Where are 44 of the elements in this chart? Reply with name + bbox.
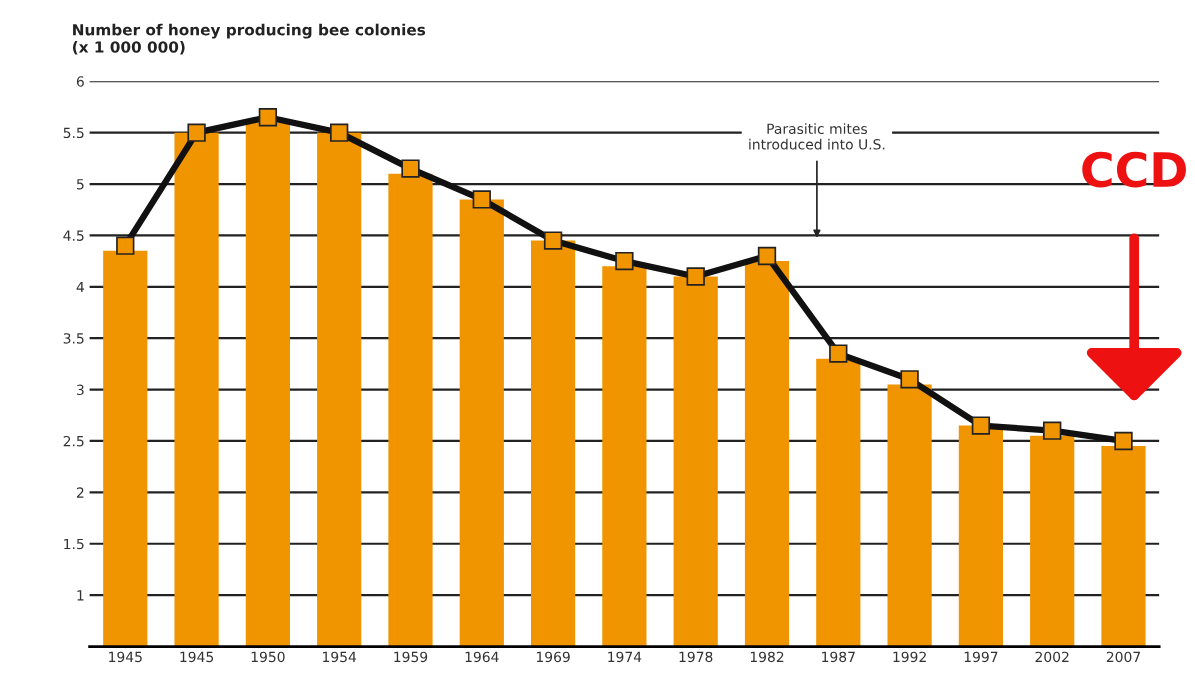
y-tick-label: 3 xyxy=(76,384,84,396)
y-tick-label: 5.5 xyxy=(63,127,84,139)
point xyxy=(615,251,634,271)
x-tick-label: 1978 xyxy=(679,651,713,663)
point xyxy=(543,231,563,250)
x-tick-label: 1950 xyxy=(251,651,285,663)
x-tick-label: 1997 xyxy=(964,651,998,663)
point xyxy=(401,159,420,178)
point xyxy=(757,246,777,266)
x-tick-label: 1974 xyxy=(608,651,642,663)
x-tick-label: 1969 xyxy=(536,651,570,663)
point xyxy=(900,370,919,389)
point xyxy=(330,123,349,142)
y-tick-label: 3.5 xyxy=(63,333,84,344)
point xyxy=(971,416,991,435)
x-tick-label: 1964 xyxy=(465,651,499,663)
y-axis-title: Number of honey producing bee colonies (x 1 000 000) xyxy=(73,23,426,55)
y-tick-label: 4 xyxy=(76,281,84,293)
y-tick-label: 4.5 xyxy=(63,230,84,241)
x-tick-label: 2002 xyxy=(1035,651,1069,663)
annotation: CCD xyxy=(1082,151,1186,188)
point xyxy=(1043,421,1062,440)
y-tick-label: 1 xyxy=(77,590,84,601)
point xyxy=(472,190,491,209)
x-tick-label: 1954 xyxy=(323,651,357,663)
point xyxy=(258,108,278,127)
x-tick-label: 1982 xyxy=(750,651,784,663)
point xyxy=(829,344,848,363)
x-tick-label: 1945 xyxy=(180,651,214,663)
x-tick-label: 2007 xyxy=(1106,651,1140,663)
y-tick-label: 2.5 xyxy=(63,435,84,447)
point xyxy=(1114,431,1133,451)
x-tick-label: 1987 xyxy=(822,651,855,663)
x-tick-label: 1959 xyxy=(394,651,428,663)
y-tick-label: 5 xyxy=(77,179,84,190)
y-tick-label: 6 xyxy=(76,76,84,87)
point xyxy=(187,123,206,142)
y-tick-label: 2 xyxy=(76,487,84,498)
x-tick-label: 1992 xyxy=(893,651,926,663)
x-tick-label: 1945 xyxy=(109,651,142,663)
point xyxy=(116,236,135,255)
y-tick-label: 1.5 xyxy=(64,538,84,550)
point xyxy=(686,267,705,286)
annotation: Parasitic mites introduced into U.S. xyxy=(749,123,885,150)
